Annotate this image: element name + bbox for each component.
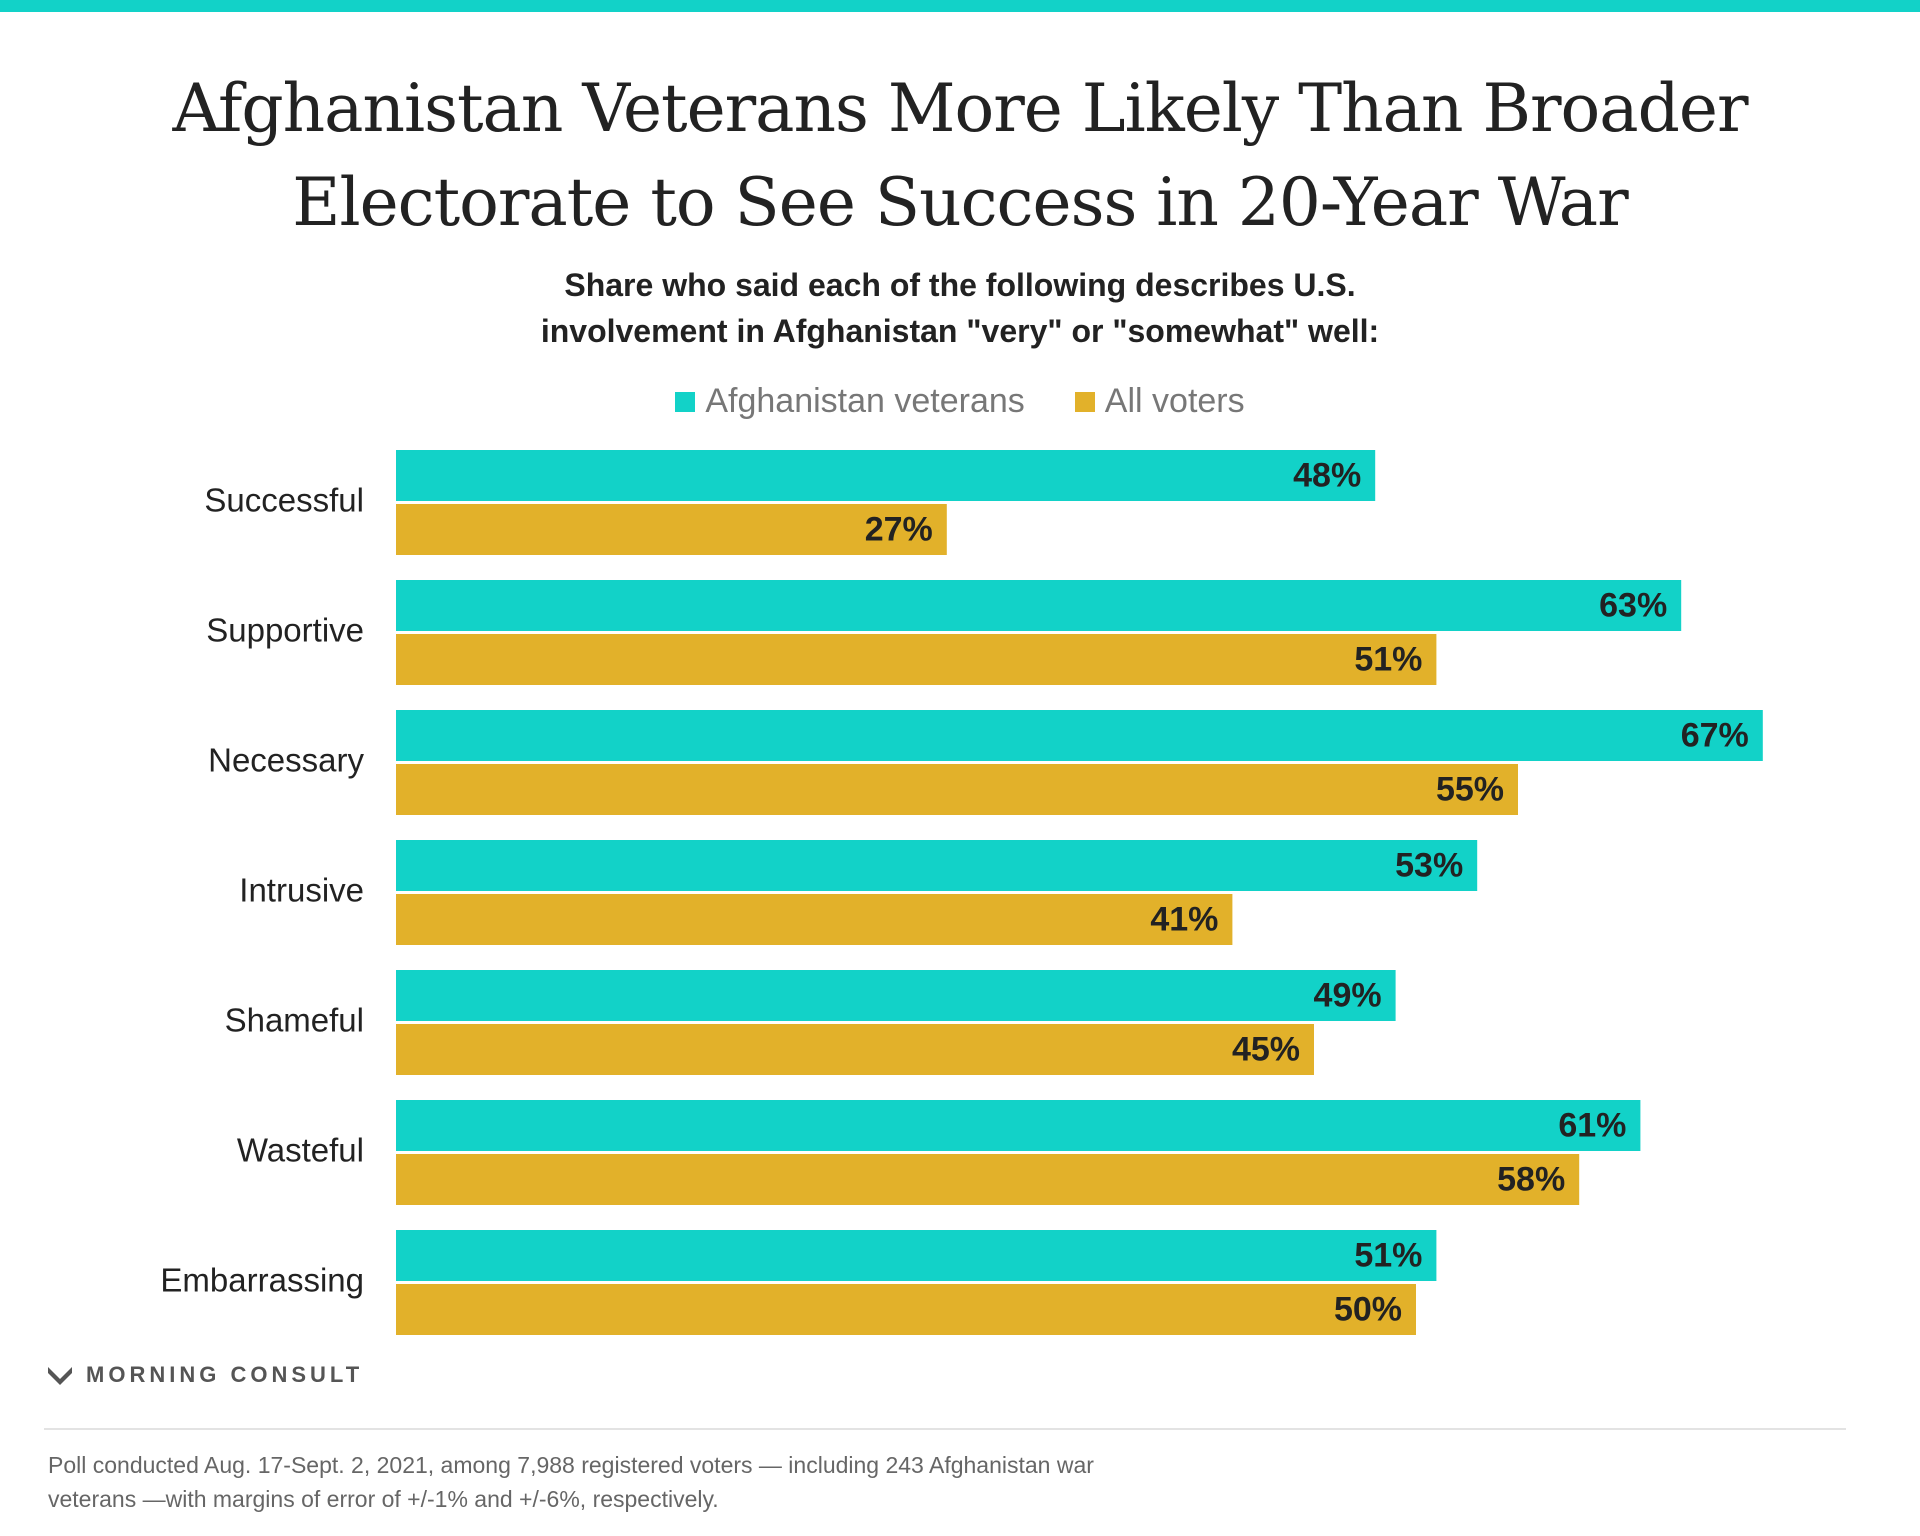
bar-intrusive-veterans xyxy=(396,840,1478,891)
chart-title-line-1: Afghanistan Veterans More Likely Than Br… xyxy=(172,70,1749,147)
category-label-intrusive: Intrusive xyxy=(239,872,364,909)
chart-subtitle-line-1: Share who said each of the following des… xyxy=(564,267,1356,303)
data-label-wasteful-voters: 58% xyxy=(1497,1160,1565,1198)
data-label-supportive-veterans: 63% xyxy=(1599,586,1667,624)
category-label-necessary: Necessary xyxy=(208,742,364,779)
data-label-shameful-voters: 45% xyxy=(1232,1030,1300,1068)
bar-chart: Successful 48% 27% Supportive 63% 51% Necessar… xyxy=(160,450,1763,1335)
legend-label-veterans: Afghanistan veterans xyxy=(705,382,1025,420)
data-label-successful-veterans: 48% xyxy=(1293,456,1361,494)
data-label-shameful-veterans: 49% xyxy=(1314,976,1382,1014)
data-label-intrusive-veterans: 53% xyxy=(1395,846,1463,884)
chart-title-line-2: Electorate to See Success in 20-Year War xyxy=(292,164,1628,241)
category-label-successful: Successful xyxy=(204,482,364,519)
legend-item-veterans: Afghanistan veterans xyxy=(675,382,1025,421)
category-label-shameful: Shameful xyxy=(225,1002,364,1039)
bar-wasteful-veterans xyxy=(396,1100,1641,1151)
data-label-successful-voters: 27% xyxy=(865,510,933,548)
bar-intrusive-voters xyxy=(396,894,1233,945)
data-label-embarrassing-voters: 50% xyxy=(1334,1290,1402,1328)
bar-supportive-veterans xyxy=(396,580,1682,631)
data-label-necessary-voters: 55% xyxy=(1436,770,1504,808)
data-label-intrusive-voters: 41% xyxy=(1150,900,1218,938)
bar-necessary-veterans xyxy=(396,710,1763,761)
data-label-embarrassing-veterans: 51% xyxy=(1354,1236,1422,1274)
category-label-wasteful: Wasteful xyxy=(237,1132,364,1169)
data-label-wasteful-veterans: 61% xyxy=(1558,1106,1626,1144)
bar-necessary-voters xyxy=(396,764,1518,815)
chart-subtitle: Share who said each of the following des… xyxy=(0,262,1920,354)
footnote-line-2: veterans —with margins of error of +/-1%… xyxy=(48,1486,719,1512)
bar-embarrassing-veterans xyxy=(396,1230,1437,1281)
top-accent-bar xyxy=(0,0,1920,12)
brand-logo-text: MORNING CONSULT xyxy=(86,1362,364,1387)
bar-successful-voters xyxy=(396,504,947,555)
bar-embarrassing-voters xyxy=(396,1284,1416,1335)
bar-wasteful-voters xyxy=(396,1154,1580,1205)
bar-supportive-voters xyxy=(396,634,1437,685)
footer-divider xyxy=(44,1428,1846,1430)
legend-swatch-voters xyxy=(1074,391,1095,412)
legend-swatch-veterans xyxy=(675,391,696,412)
chart-title: Afghanistan Veterans More Likely Than Br… xyxy=(0,62,1920,250)
legend-label-voters: All voters xyxy=(1104,382,1245,420)
bar-successful-veterans xyxy=(396,450,1376,501)
legend-item-voters: All voters xyxy=(1074,382,1245,421)
morning-consult-logo-icon xyxy=(48,1367,72,1385)
brand-logo: MORNING CONSULT xyxy=(46,1362,363,1388)
footnote: Poll conducted Aug. 17-Sept. 2, 2021, am… xyxy=(48,1448,1348,1516)
bar-shameful-voters xyxy=(396,1024,1314,1075)
data-label-necessary-veterans: 67% xyxy=(1681,716,1749,754)
bar-shameful-veterans xyxy=(396,970,1396,1021)
footnote-line-1: Poll conducted Aug. 17-Sept. 2, 2021, am… xyxy=(48,1452,1094,1478)
data-label-supportive-voters: 51% xyxy=(1354,640,1422,678)
chart-legend: Afghanistan veterans All voters xyxy=(0,382,1920,421)
chart-subtitle-line-2: involvement in Afghanistan "very" or "so… xyxy=(540,313,1380,349)
category-label-supportive: Supportive xyxy=(206,612,364,649)
category-label-embarrassing: Embarrassing xyxy=(160,1262,364,1299)
